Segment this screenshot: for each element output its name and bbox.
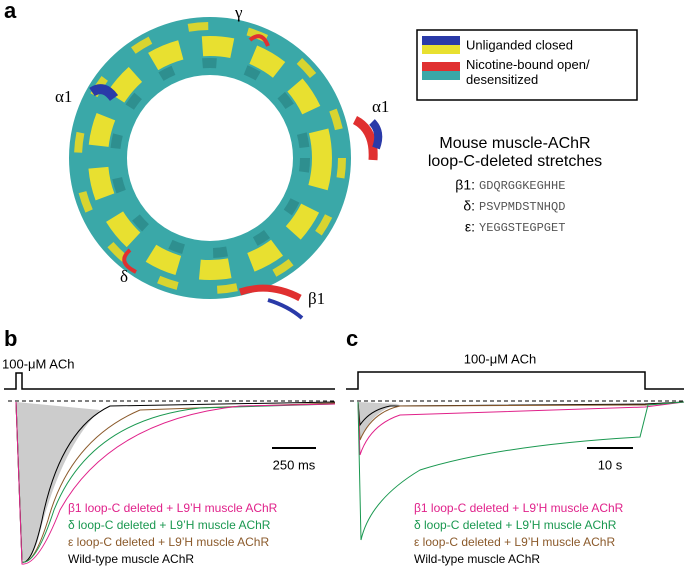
- stimulus-label: 100-μM ACh: [2, 356, 75, 371]
- trace-wt: [357, 401, 685, 427]
- legend-entry: Wild-type muscle AChR: [68, 552, 194, 566]
- legend-entry: δ loop-C deleted + L9’H muscle AChR: [68, 518, 271, 532]
- legend-entry: Nicotine-bound open/desensitized: [466, 57, 590, 87]
- stimulus-label: 100-μM ACh: [464, 351, 537, 366]
- legend-entry: β1 loop-C deleted + L9’H muscle AChR: [68, 501, 278, 515]
- legend-box: [416, 29, 638, 101]
- panel-label: a: [4, 0, 17, 23]
- stimulus-trace: [346, 371, 684, 390]
- trace-beta1: [15, 401, 336, 565]
- sequence-name: δ:: [463, 198, 475, 214]
- trace-delta: [357, 401, 685, 541]
- legend-entry: ε loop-C deleted + L9’H muscle AChR: [414, 535, 615, 549]
- protein-structure: [69, 17, 383, 320]
- trace-beta1: [357, 401, 685, 456]
- title-line: loop-C-deleted stretches: [428, 153, 602, 170]
- scale-label: 250 ms: [273, 457, 316, 472]
- legend-entry: δ loop-C deleted + L9’H muscle AChR: [414, 518, 617, 532]
- title-line: Mouse muscle-AChR: [439, 135, 590, 152]
- legend-entry: ε loop-C deleted + L9’H muscle AChR: [68, 535, 269, 549]
- error-band: [16, 402, 100, 561]
- legend-entry: β1 loop-C deleted + L9’H muscle AChR: [414, 501, 624, 515]
- sequence: PSVPMDSTNHQD: [479, 200, 565, 214]
- legend-entry: Unliganded closed: [466, 37, 573, 52]
- subunit-label: α1: [55, 87, 72, 106]
- panel-label: b: [4, 326, 17, 351]
- scale-label: 10 s: [598, 457, 623, 472]
- sequence: GDQRGGKEGHHE: [479, 179, 565, 193]
- trace-wt: [15, 401, 336, 563]
- panel-label: c: [346, 326, 358, 351]
- subunit-label: γ: [234, 3, 243, 22]
- sequence-name: ε:: [465, 219, 475, 235]
- sequence: YEGGSTEGPGET: [479, 221, 565, 235]
- sequence-name: β1:: [455, 177, 475, 193]
- subunit-label: δ: [120, 267, 128, 286]
- trace-delta: [15, 401, 336, 563]
- stimulus-trace: [4, 372, 335, 390]
- subunit-label: β1: [308, 289, 325, 308]
- subunit-label: α1: [372, 97, 389, 116]
- legend-entry: Wild-type muscle AChR: [414, 552, 540, 566]
- trace-epsilon: [357, 401, 685, 441]
